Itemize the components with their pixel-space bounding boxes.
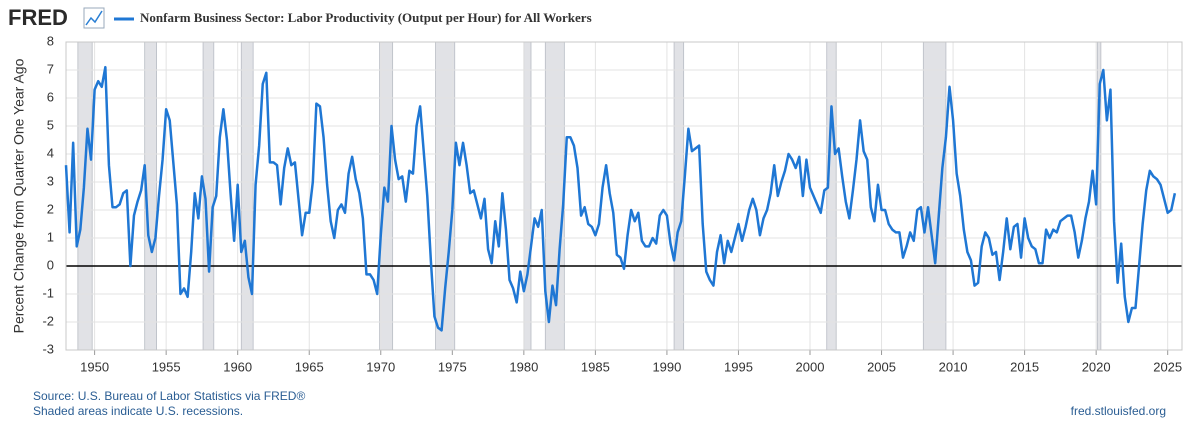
y-tick-label: -1: [42, 285, 54, 300]
recession-band: [77, 41, 93, 351]
x-tick-label: 1955: [152, 359, 181, 374]
y-tick-label: -3: [42, 341, 54, 356]
x-tick-label: 2000: [796, 359, 825, 374]
y-tick-label: 3: [47, 173, 54, 188]
plot-area: [66, 42, 1182, 350]
x-tick-label: 1970: [366, 359, 395, 374]
y-tick-label: -2: [42, 313, 54, 328]
x-tick-label: 1985: [581, 359, 610, 374]
y-tick-label: 0: [47, 257, 54, 272]
logo: FRED: [8, 5, 68, 30]
x-tick-label: 2020: [1082, 359, 1111, 374]
y-tick-label: 2: [47, 201, 54, 216]
y-tick-label: 4: [47, 145, 54, 160]
x-tick-label: 2025: [1153, 359, 1182, 374]
x-tick-label: 2005: [867, 359, 896, 374]
recession-band: [523, 41, 532, 351]
x-tick-label: 1975: [438, 359, 467, 374]
x-tick-label: 1990: [652, 359, 681, 374]
x-tick-label: 1965: [295, 359, 324, 374]
data-line: [64, 65, 1177, 332]
legend-label: Nonfarm Business Sector: Labor Productiv…: [140, 10, 592, 25]
y-tick-label: 8: [47, 33, 54, 48]
source: Source: U.S. Bureau of Labor Statistics …: [33, 389, 305, 403]
y-tick-label: 6: [47, 89, 54, 104]
x-tick-label: 1995: [724, 359, 753, 374]
note: Shaded areas indicate U.S. recessions.: [33, 404, 243, 418]
y-tick-label: 1: [47, 229, 54, 244]
plot-border: [65, 41, 1183, 351]
recession-band: [826, 41, 837, 351]
x-tick-label: 1980: [509, 359, 538, 374]
x-tick-label: 1950: [80, 359, 109, 374]
y-tick-label: 5: [47, 117, 54, 132]
y-tick-label: 7: [47, 61, 54, 76]
x-tick-label: 1960: [223, 359, 252, 374]
url: fred.stlouisfed.org: [1071, 404, 1166, 418]
x-tick-label: 2010: [939, 359, 968, 374]
x-tick-label: 2015: [1010, 359, 1039, 374]
y-axis-label: Percent Change from Quarter One Year Ago: [11, 58, 27, 333]
logo-icon: [83, 7, 105, 29]
recession-band: [240, 41, 254, 351]
recession-band: [922, 41, 947, 351]
